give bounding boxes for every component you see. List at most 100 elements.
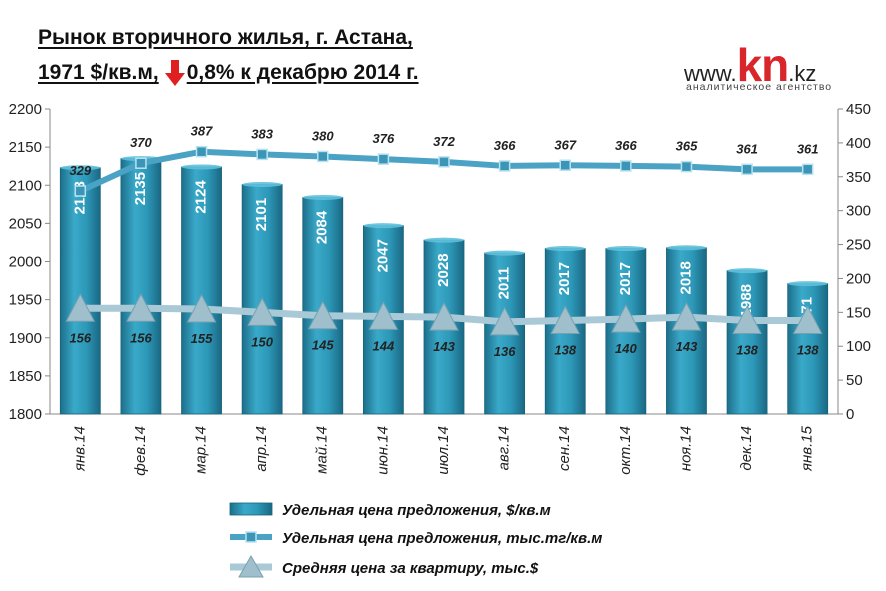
tenge-price-label: 372: [433, 134, 455, 149]
legend-bar-label: Удельная цена предложения, $/кв.м: [282, 502, 551, 519]
y-left-tick-label: 1850: [9, 368, 42, 385]
tenge-price-marker: [741, 163, 753, 176]
tenge-price-marker: [801, 163, 814, 176]
bar-value-label: 2124: [193, 180, 210, 214]
bar-value-label: 2011: [496, 267, 513, 300]
tenge-price-label: 366: [494, 138, 516, 153]
bar-top: [60, 165, 101, 171]
avg-price-marker: [792, 305, 823, 334]
bar-value-label: 2018: [677, 261, 694, 294]
bar-top: [727, 268, 768, 274]
kn-logo: www.kn.kz аналитическое агентство: [684, 28, 874, 98]
bar-top: [484, 250, 525, 256]
title-line-1: Рынок вторичного жилья, г. Астана,: [38, 26, 413, 49]
bar-top: [181, 164, 222, 170]
legend-avg-label: Средняя цена за квартиру, тыс.$: [282, 560, 539, 577]
tenge-price-label: 365: [676, 139, 698, 154]
bar-value-label: 2101: [253, 198, 270, 231]
tenge-price-label: 376: [373, 131, 395, 146]
avg-price-marker: [489, 306, 520, 336]
x-tick-label: дек.14: [738, 426, 755, 471]
bar-top: [424, 237, 464, 243]
bar-top: [242, 181, 283, 187]
avg-price-label: 156: [130, 330, 152, 345]
x-tick-label: июл.14: [435, 426, 452, 475]
tenge-price-label: 361: [736, 141, 758, 156]
y-left-tick-label: 2200: [9, 101, 42, 118]
x-tick-label: авг.14: [496, 426, 513, 470]
bar-value-label: 2017: [556, 262, 573, 295]
y-left-tick-label: 2150: [9, 139, 42, 156]
avg-price-marker: [732, 305, 762, 334]
legend-line-label: Удельная цена предложения, тыс.тг/кв.м: [282, 530, 602, 547]
avg-price-marker: [307, 300, 338, 330]
tenge-price-marker: [256, 148, 268, 161]
y-left-tick-label: 2050: [9, 215, 42, 232]
legend-line-marker: [245, 531, 257, 543]
tenge-price-label: 383: [251, 126, 273, 141]
tenge-price-label: 380: [312, 128, 334, 143]
bar-top: [545, 246, 586, 252]
y-left-tick-label: 2000: [9, 254, 42, 271]
tenge-price-label: 366: [615, 138, 637, 153]
bar: [59, 167, 101, 415]
y-left-tick-label: 1900: [9, 330, 42, 347]
x-tick-label: апр.14: [253, 426, 270, 472]
y-right-tick-label: 250: [846, 237, 871, 254]
y-left-tick-label: 1800: [9, 406, 42, 423]
avg-price-marker: [550, 305, 581, 334]
avg-price-marker: [611, 304, 641, 333]
bar-top: [605, 246, 646, 252]
tenge-price-label: 367: [554, 137, 576, 152]
tenge-price-marker: [135, 157, 147, 169]
legend-avg-marker: [238, 554, 264, 578]
tenge-price-marker: [377, 153, 390, 165]
x-tick-label: окт.14: [617, 426, 634, 475]
y-right-tick-label: 100: [846, 338, 871, 355]
avg-price-label: 144: [373, 338, 395, 353]
avg-price-label: 143: [433, 339, 455, 354]
tenge-price-label: 387: [191, 124, 213, 139]
bar-top: [302, 194, 343, 200]
y-right-tick-label: 0: [846, 406, 854, 423]
tenge-price-marker: [74, 185, 87, 197]
x-tick-label: ноя.14: [677, 426, 694, 471]
y-right-tick-label: 450: [846, 101, 871, 118]
title-line-2: 1971 $/кв.м, 0,8% к декабрю 2014 г.: [38, 55, 419, 90]
avg-price-label: 143: [676, 339, 698, 354]
avg-price-label: 136: [494, 344, 516, 359]
avg-price-marker: [429, 301, 459, 331]
tenge-price-label: 329: [69, 163, 91, 178]
tenge-price-label: 361: [797, 141, 819, 156]
avg-price-label: 138: [554, 342, 576, 357]
logo-prefix: www.: [684, 61, 737, 86]
y-left-tick-label: 1950: [9, 292, 42, 309]
bar-value-label: 2084: [314, 210, 331, 244]
y-left-tick-label: 2100: [9, 177, 42, 194]
avg-price-marker: [65, 293, 96, 322]
bar-top: [666, 245, 707, 251]
avg-price-label: 140: [615, 341, 637, 356]
bar-top: [787, 281, 828, 287]
y-right-tick-label: 350: [846, 169, 871, 186]
logo-suffix: .kz: [788, 61, 817, 86]
avg-price-label: 156: [69, 330, 91, 345]
tenge-price-marker: [620, 160, 632, 172]
avg-price-marker: [368, 301, 399, 330]
x-tick-label: фев.14: [132, 426, 149, 476]
avg-price-label: 145: [312, 338, 334, 353]
avg-price-label: 155: [191, 331, 213, 346]
x-tick-label: янв.14: [71, 426, 88, 472]
legend-bar-swatch: [229, 502, 273, 516]
y-right-tick-label: 400: [846, 135, 871, 152]
tenge-price-marker: [438, 156, 450, 168]
title-change: 0,8% к декабрю 2014 г.: [186, 61, 419, 84]
tenge-price-marker: [680, 160, 693, 173]
x-tick-label: янв.15: [799, 425, 816, 472]
bar: [666, 247, 707, 415]
x-tick-label: июн.14: [374, 426, 391, 475]
y-right-tick-label: 50: [846, 372, 863, 389]
tenge-price-marker: [195, 145, 208, 158]
avg-price-marker: [126, 293, 156, 322]
bar-value-label: 1988: [738, 284, 755, 317]
